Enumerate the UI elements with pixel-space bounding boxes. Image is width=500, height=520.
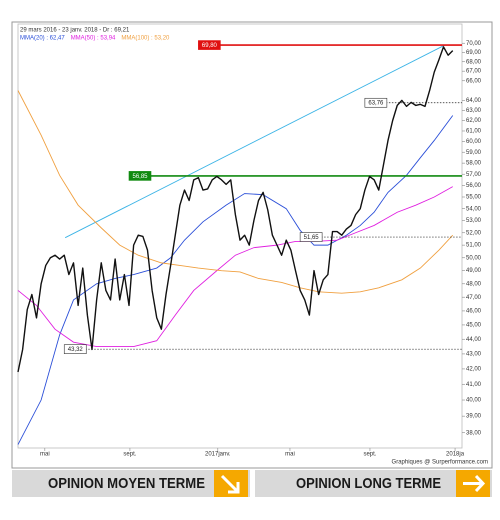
y-tick-label: 53,00 — [466, 218, 482, 224]
level-label-box — [128, 171, 152, 181]
x-tick-label: sept. — [363, 452, 376, 458]
y-tick-label: 50,00 — [466, 255, 482, 261]
y-tick-label: 59,00 — [466, 150, 482, 156]
y-tick-label: 45,00 — [466, 323, 482, 329]
y-tick-label: 58,00 — [466, 161, 482, 167]
y-tick-label: 39,00 — [466, 414, 482, 420]
button[interactable]: OPINION LONG TERME — [255, 470, 492, 497]
plot-frame — [17, 23, 463, 449]
x-tick-label: mai — [285, 452, 295, 458]
level-label-box — [63, 344, 87, 354]
moving-average-line — [17, 115, 454, 445]
y-tick-label: 52,00 — [466, 230, 482, 236]
level-label-box — [198, 40, 221, 50]
y-tick-label: 40,00 — [466, 398, 482, 404]
source: Graphiques @ Surperformance.com — [392, 460, 488, 466]
y-tick-label: 38,00 — [466, 430, 482, 436]
y-tick-label: 69,00 — [466, 50, 482, 56]
moving-average-line — [17, 186, 453, 347]
arrow-icon — [463, 474, 486, 493]
level-label: 69,80 — [202, 43, 218, 49]
y-tick-label: 47,00 — [466, 295, 482, 301]
button[interactable]: OPINION MOYEN TERME — [12, 470, 250, 497]
trendline — [64, 44, 446, 239]
y-tick-label: 43,00 — [466, 351, 482, 357]
button-bg — [12, 470, 250, 497]
level-label: 56,85 — [132, 174, 148, 180]
level-label: 63,76 — [368, 101, 384, 107]
level-label: 51,65 — [304, 235, 320, 241]
y-tick-label: 62,00 — [466, 118, 482, 124]
y-tick-label: 67,00 — [466, 69, 482, 75]
y-tick-label: 57,00 — [466, 172, 482, 178]
y-tick-label: 66,00 — [466, 78, 482, 84]
y-tick-label: 55,00 — [466, 195, 482, 201]
y-tick-label: 46,00 — [466, 308, 482, 314]
legend-entry: MMA(20) : 62,47 — [20, 36, 65, 42]
y-tick-label: 68,00 — [466, 59, 482, 65]
legend-entry: MMA(100) : 53,20 — [121, 36, 170, 42]
y-tick-label: 51,00 — [466, 243, 482, 249]
y-tick-label: 42,00 — [466, 366, 482, 372]
y-tick-label: 64,00 — [466, 98, 482, 104]
y-tick-label: 49,00 — [466, 268, 482, 274]
y-tick-label: 56,00 — [466, 183, 482, 189]
chart-frame — [11, 21, 493, 469]
price-line — [17, 46, 454, 373]
y-tick-label: 54,00 — [466, 206, 482, 212]
y-tick-label: 63,00 — [466, 108, 482, 114]
x-tick-label: mai — [40, 452, 50, 458]
x-tick-label: sept. — [123, 452, 136, 458]
legend-entry: MMA(50) : 53,94 — [71, 36, 116, 42]
x-tick-label: 2018ja — [446, 452, 465, 458]
button-label[interactable]: OPINION LONG TERME — [296, 475, 441, 492]
y-tick-label: 61,00 — [466, 129, 482, 135]
chart-title: 29 mars 2016 - 23 janv. 2018 - Dr : 69,2… — [20, 28, 130, 34]
arrow-icon — [220, 474, 240, 494]
button-label[interactable]: OPINION MOYEN TERME — [48, 475, 205, 492]
y-tick-label: 44,00 — [466, 337, 482, 343]
button-bg — [255, 470, 492, 497]
y-tick-label: 41,00 — [466, 382, 482, 388]
y-tick-label: 60,00 — [466, 139, 482, 145]
level-label-box — [299, 232, 323, 242]
moving-average-line — [17, 90, 454, 294]
plot: 38,00 39,00 40,00 41,00 42,00 43,00 44,00 45,00… — [17, 36, 482, 458]
x-tick-label: 2017janv. — [205, 452, 231, 458]
level-label-box — [364, 97, 388, 108]
y-tick-label: 48,00 — [466, 281, 482, 287]
y-tick-label: 70,00 — [466, 41, 482, 47]
level-label: 43,32 — [68, 347, 84, 353]
